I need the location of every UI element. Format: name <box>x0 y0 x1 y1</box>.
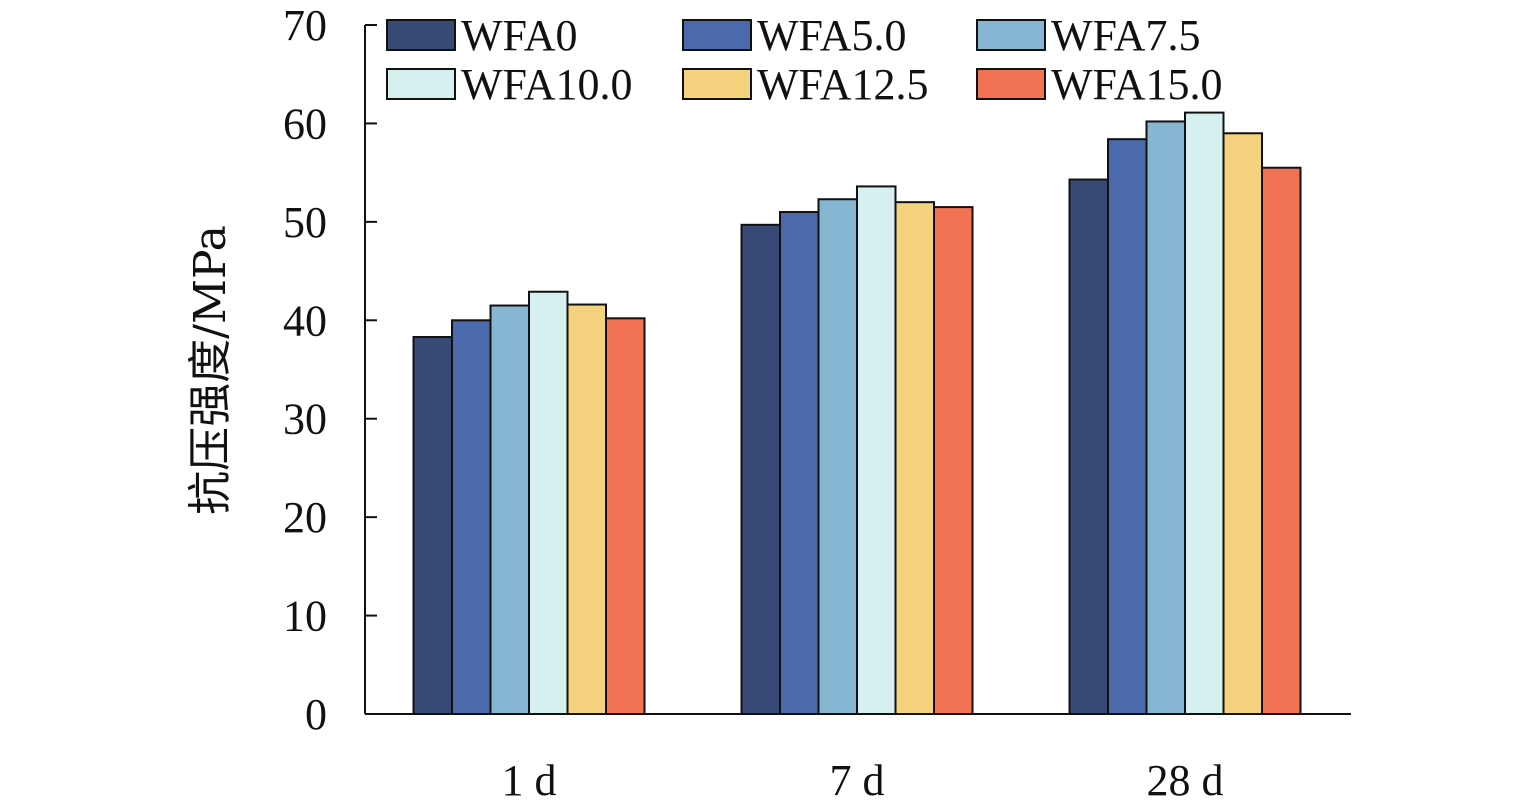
bar-wfa7-5-7d <box>817 198 858 715</box>
legend: WFA0 WFA5.0 WFA7.5 WFA10.0 WFA12.5 WFA15.0 <box>386 11 1223 109</box>
x-category-label: 28 d <box>1147 756 1224 805</box>
y-tick-label: 70 <box>283 1 327 50</box>
x-category-label: 7 d <box>830 756 885 805</box>
y-axis-ticks: 0 10 20 30 40 50 60 70 <box>283 1 377 739</box>
legend-label: WFA10.0 <box>461 60 633 109</box>
bar-wfa0-7d <box>740 223 781 715</box>
y-tick-label: 60 <box>283 99 327 148</box>
y-tick-label: 50 <box>283 198 327 247</box>
y-tick-label: 30 <box>283 395 327 444</box>
y-tick-label: 20 <box>283 493 327 542</box>
legend-label: WFA7.5 <box>1051 11 1201 60</box>
bar-wfa12-5-1d <box>566 303 607 715</box>
legend-label: WFA5.0 <box>757 11 907 60</box>
legend-swatch <box>386 68 456 100</box>
bar-wfa12-5-28d <box>1222 132 1263 715</box>
y-tick-label: 40 <box>283 296 327 345</box>
y-axis-label: 抗压强度/MPa <box>185 225 236 515</box>
bars <box>412 111 1302 716</box>
y-axis-label-group: 抗压强度/MPa <box>185 225 236 515</box>
legend-swatch <box>976 19 1046 51</box>
x-axis-categories: 1 d 7 d 28 d <box>502 756 1224 805</box>
bar-wfa5-0-1d <box>451 319 492 715</box>
bar-wfa0-1d <box>412 336 453 715</box>
bar-wfa15-0-1d <box>605 317 646 715</box>
bar-wfa0-28d <box>1068 178 1109 716</box>
bar-wfa5-0-7d <box>779 211 820 715</box>
legend-swatch <box>386 19 456 51</box>
y-tick-label: 0 <box>305 690 327 739</box>
bar-wfa15-0-7d <box>933 206 974 715</box>
bar-wfa10-0-1d <box>528 290 569 715</box>
bar-wfa15-0-28d <box>1261 166 1302 715</box>
legend-swatch <box>682 68 752 100</box>
y-tick-label: 10 <box>283 592 327 641</box>
legend-label: WFA12.5 <box>757 60 929 109</box>
bar-wfa10-0-7d <box>856 185 897 715</box>
legend-label: WFA0 <box>461 11 578 60</box>
bar-wfa12-5-7d <box>894 201 935 716</box>
bar-wfa10-0-28d <box>1184 111 1225 715</box>
legend-swatch <box>976 68 1046 100</box>
legend-swatch <box>682 19 752 51</box>
x-category-label: 1 d <box>502 756 557 805</box>
bar-wfa5-0-28d <box>1107 138 1148 716</box>
bar-wfa7-5-28d <box>1145 120 1186 715</box>
bar-wfa7-5-1d <box>489 304 530 715</box>
legend-label: WFA15.0 <box>1051 60 1223 109</box>
